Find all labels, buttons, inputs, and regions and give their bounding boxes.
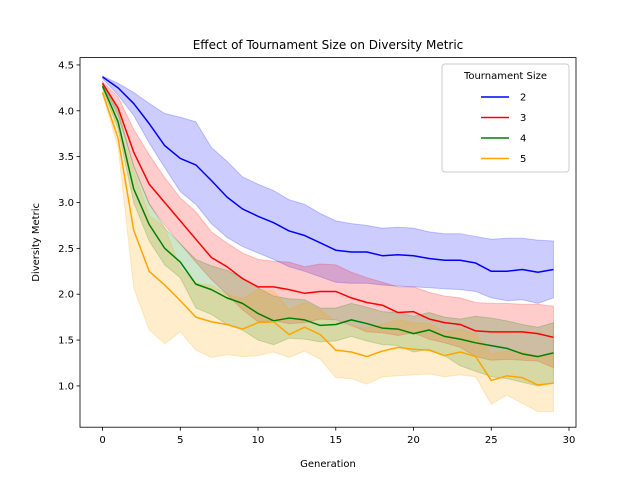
series-5-line [101, 92, 554, 386]
y-tick-label: 4.5 [58, 60, 74, 71]
x-tick-label: 20 [407, 435, 420, 446]
y-tick-label: 3.0 [58, 198, 74, 209]
legend-label-5: 5 [520, 154, 526, 165]
legend-label-3: 3 [520, 113, 526, 124]
legend-label-2: 2 [520, 93, 526, 104]
series-2-band [102, 75, 554, 304]
y-tick-label: 2.0 [58, 290, 74, 301]
series-4-line [101, 85, 554, 358]
y-tick-label: 1.0 [58, 381, 74, 392]
legend-label-4: 4 [520, 134, 526, 145]
y-tick-label: 4.0 [58, 106, 74, 117]
x-tick-label: 15 [329, 435, 342, 446]
legend-title: Tournament Size [463, 71, 547, 82]
y-axis-label: Diversity Metric [31, 203, 42, 282]
x-axis-label: Generation [300, 459, 356, 470]
plot-area [101, 75, 554, 413]
y-tick-label: 3.5 [58, 152, 74, 163]
x-tick-label: 30 [563, 435, 576, 446]
x-tick-label: 25 [485, 435, 498, 446]
axes: 0 5 10 15 20 25 301.01.52.02.53.03.54.04.5 [58, 60, 575, 446]
legend: Tournament Size 2 3 4 5 [441, 63, 570, 173]
series-3-band [102, 80, 554, 369]
x-tick-label: 5 [177, 435, 183, 446]
x-tick-label: 10 [252, 435, 265, 446]
plot-frame [79, 57, 577, 428]
series-5-band [102, 90, 554, 413]
chart-title: Effect of Tournament Size on Diversity M… [193, 38, 464, 52]
y-tick-label: 2.5 [58, 244, 74, 255]
series-2-line [102, 76, 554, 273]
y-tick-label: 1.5 [58, 336, 74, 347]
x-tick-label: 0 [99, 435, 105, 446]
series-3-line [101, 82, 554, 339]
